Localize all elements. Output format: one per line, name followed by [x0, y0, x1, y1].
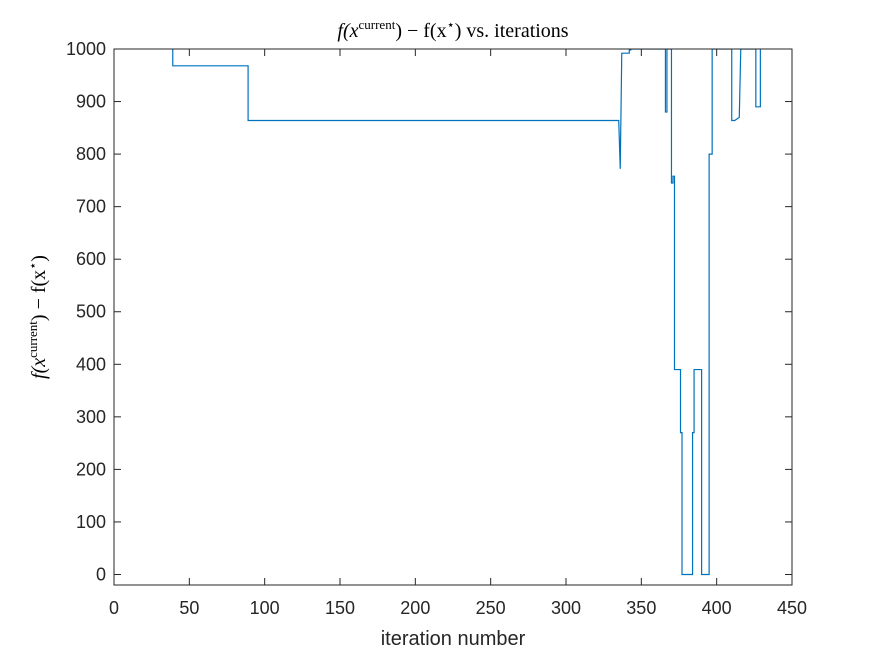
y-tick-label: 300 [76, 407, 106, 427]
y-tick-label: 200 [76, 459, 106, 479]
x-tick-label: 300 [551, 598, 581, 618]
x-axis-ticks: 0 50 100 150 200 250 300 350 400 450 [109, 49, 807, 618]
chart-title: f(xcurrent) − f(x⋆) vs. iterations [337, 17, 568, 42]
y-axis-ticks: 0 100 200 300 400 500 600 700 800 900 1000 [66, 39, 792, 584]
x-axis-label: iteration number [381, 628, 526, 650]
x-tick-label: 400 [702, 598, 732, 618]
axes-box [113, 48, 793, 586]
series-line-0 [172, 49, 761, 576]
plot-area-background [114, 49, 792, 585]
x-tick-label: 350 [626, 598, 656, 618]
y-tick-label: 1000 [66, 39, 106, 59]
y-tick-label: 0 [96, 564, 106, 584]
y-tick-label: 900 [76, 92, 106, 112]
x-tick-label: 150 [325, 598, 355, 618]
x-tick-label: 250 [476, 598, 506, 618]
x-tick-label: 100 [250, 598, 280, 618]
y-tick-label: 600 [76, 249, 106, 269]
x-tick-label: 450 [777, 598, 807, 618]
y-tick-label: 700 [76, 197, 106, 217]
y-tick-label: 500 [76, 302, 106, 322]
x-tick-label: 200 [400, 598, 430, 618]
x-tick-label: 0 [109, 598, 119, 618]
series-layer [172, 49, 761, 576]
y-tick-label: 100 [76, 512, 106, 532]
y-tick-label: 400 [76, 354, 106, 374]
y-axis-label: f(xcurrent) − f(x⋆) [25, 255, 50, 379]
y-tick-label: 800 [76, 144, 106, 164]
x-tick-label: 50 [179, 598, 199, 618]
